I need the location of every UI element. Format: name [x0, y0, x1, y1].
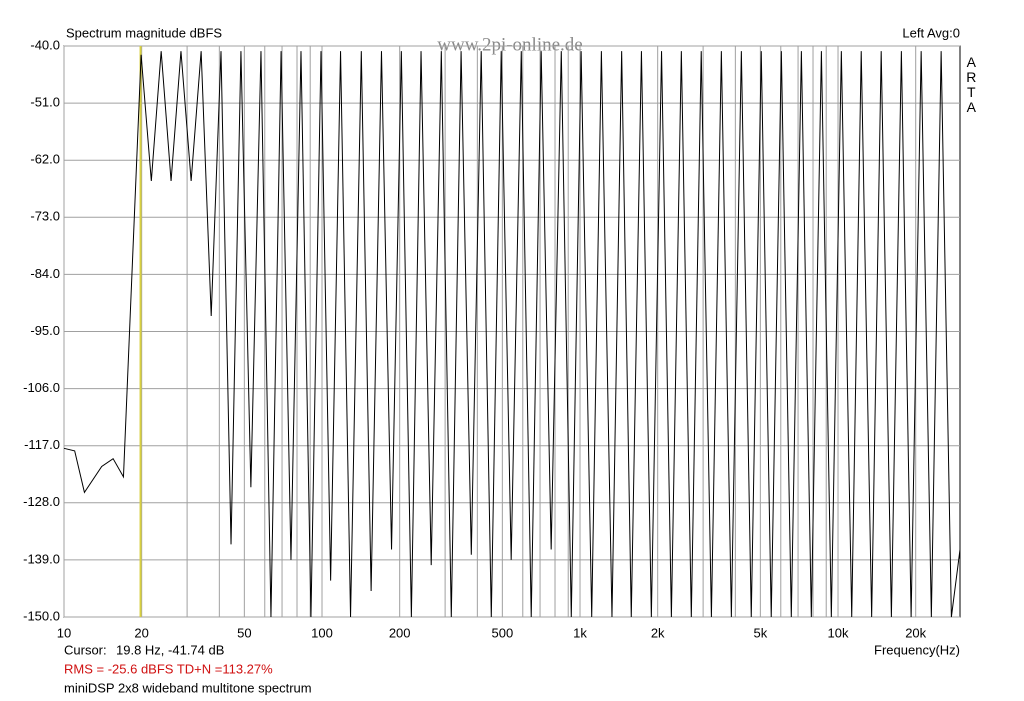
- x-tick-label: 2k: [651, 625, 665, 640]
- y-tick-label: -95.0: [30, 323, 60, 338]
- x-tick-label: 200: [389, 625, 411, 640]
- stats: RMS = -25.6 dBFS TD+N =113.27%: [64, 661, 273, 676]
- brand: ARTA: [963, 54, 979, 114]
- channel-info: Left Avg:0: [902, 25, 960, 40]
- y-tick-label: -150.0: [23, 608, 60, 623]
- y-tick-label: -84.0: [30, 266, 60, 281]
- y-tick-label: -62.0: [30, 152, 60, 167]
- x-tick-label: 20: [134, 625, 148, 640]
- y-tick-label: -117.0: [24, 437, 60, 452]
- y-tick-label: -128.0: [23, 494, 60, 509]
- x-tick-label: 5k: [753, 625, 767, 640]
- x-tick-label: 100: [311, 625, 333, 640]
- description: miniDSP 2x8 wideband multitone spectrum: [64, 680, 312, 695]
- x-tick-label: 1k: [573, 625, 587, 640]
- chart-title: Spectrum magnitude dBFS: [66, 25, 222, 40]
- x-tick-label: 10k: [828, 625, 849, 640]
- x-tick-label: 500: [491, 625, 513, 640]
- x-tick-label: 20k: [905, 625, 926, 640]
- y-tick-label: -106.0: [23, 380, 60, 395]
- y-tick-label: -139.0: [23, 551, 60, 566]
- x-axis-label: Frequency(Hz): [874, 642, 960, 657]
- y-tick-label: -73.0: [30, 209, 60, 224]
- spectrum-line: [63, 51, 961, 618]
- y-tick-label: -51.0: [30, 95, 60, 110]
- x-tick-label: 50: [237, 625, 251, 640]
- cursor-label: Cursor:: [64, 642, 107, 657]
- y-tick-label: -40.0: [30, 37, 60, 52]
- x-tick-label: 10: [57, 625, 71, 640]
- cursor-text: 19.8 Hz, -41.74 dB: [116, 642, 224, 657]
- watermark: www.2pi-online.de: [437, 34, 582, 55]
